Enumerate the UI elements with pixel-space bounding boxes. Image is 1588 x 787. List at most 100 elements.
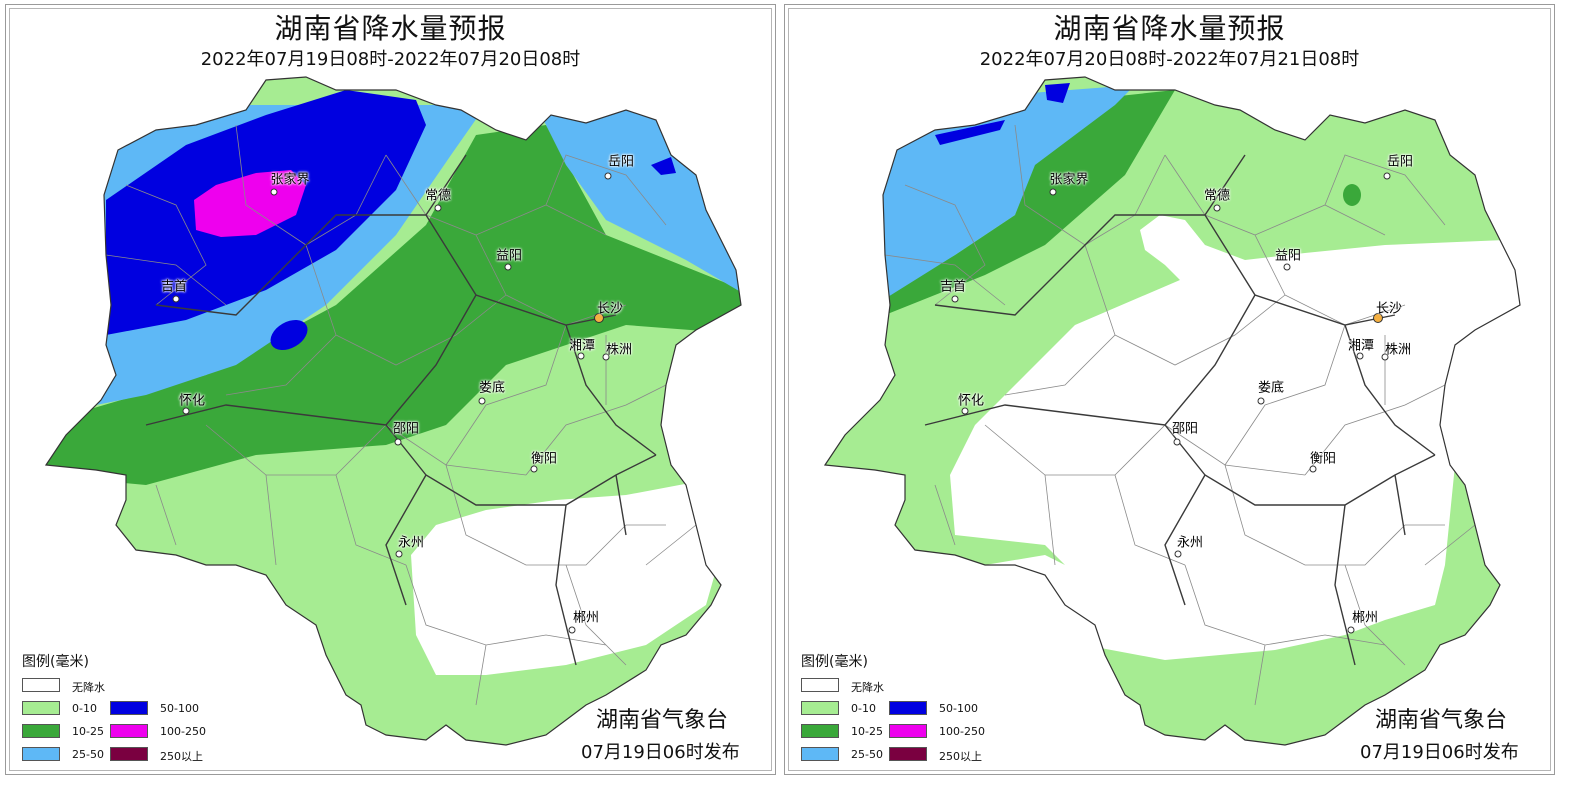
issue-time: 07月19日06时发布 xyxy=(1360,742,1519,763)
legend-label: 25-50 xyxy=(72,748,104,761)
legend-label: 无降水 xyxy=(851,681,884,694)
city-marker xyxy=(1383,172,1391,180)
city-label-zhangjiajie: 张家界 xyxy=(1049,172,1089,188)
city-label-jishou: 吉首 xyxy=(939,279,967,295)
city-marker xyxy=(395,550,403,558)
city-marker xyxy=(1049,188,1057,196)
city-label-jishou: 吉首 xyxy=(160,279,188,295)
city-label-changsha: 长沙 xyxy=(1375,301,1403,317)
city-marker xyxy=(1213,204,1221,212)
issue-time: 07月19日06时发布 xyxy=(581,742,740,763)
city-marker xyxy=(951,295,959,303)
city-label-yueyang: 岳阳 xyxy=(607,154,635,170)
legend-label: 0-10 xyxy=(851,702,876,715)
city-marker xyxy=(478,397,486,405)
prefecture-boundaries xyxy=(924,154,1436,666)
legend-label: 25-50 xyxy=(851,748,883,761)
capital-marker xyxy=(594,313,604,323)
legend-label: 50-100 xyxy=(939,702,978,715)
city-marker xyxy=(568,626,576,634)
prefecture-boundaries xyxy=(145,154,657,666)
city-label-chenzhou: 郴州 xyxy=(572,610,600,626)
city-marker xyxy=(182,407,190,415)
map-title: 湖南省降水量预报 xyxy=(274,12,507,45)
city-label-chenzhou: 郴州 xyxy=(1351,610,1379,626)
city-label-xiangtan: 湘潭 xyxy=(568,338,596,354)
city-marker xyxy=(577,352,585,360)
city-marker xyxy=(1173,438,1181,446)
legend-label: 100-250 xyxy=(160,725,206,738)
legend-swatch xyxy=(801,701,839,715)
precipitation-map[interactable] xyxy=(785,5,1556,776)
precipitation-map[interactable] xyxy=(6,5,777,776)
city-label-yongzhou: 永州 xyxy=(397,535,425,551)
map-title: 湖南省降水量预报 xyxy=(1053,12,1286,45)
province-border xyxy=(823,76,1521,746)
forecast-panel-day1: 湖南省降水量预报 2022年07月19日08时-2022年07月20日08时 张… xyxy=(5,4,776,775)
city-label-shaoyang: 邵阳 xyxy=(1171,421,1199,437)
zone-10-25-spot xyxy=(1343,184,1361,206)
legend-swatch xyxy=(22,747,60,761)
legend-label: 50-100 xyxy=(160,702,199,715)
city-label-yiyang: 益阳 xyxy=(495,248,523,264)
city-label-loudi: 娄底 xyxy=(1257,380,1285,396)
legend-swatch xyxy=(110,724,148,738)
legend-swatch xyxy=(110,701,148,715)
legend: 图例(毫米) 无降水 0-10 10-25 25-50 50-100 100-2… xyxy=(22,651,242,763)
city-marker xyxy=(961,407,969,415)
issuer: 湖南省气象台 xyxy=(1375,708,1508,733)
city-label-hengyang: 衡阳 xyxy=(530,451,558,467)
zone-50-100-south xyxy=(270,319,308,351)
city-marker xyxy=(1356,352,1364,360)
city-marker xyxy=(602,353,610,361)
legend-label: 250以上 xyxy=(939,750,982,763)
city-label-changde: 常德 xyxy=(1203,188,1231,204)
forecast-period: 2022年07月20日08时-2022年07月21日08时 xyxy=(979,49,1360,70)
city-label-zhangjiajie: 张家界 xyxy=(270,172,310,188)
city-marker xyxy=(1174,550,1182,558)
legend-swatch xyxy=(801,724,839,738)
legend-swatch xyxy=(22,678,60,692)
issuer: 湖南省气象台 xyxy=(596,708,729,733)
city-marker xyxy=(504,263,512,271)
city-label-yongzhou: 永州 xyxy=(1176,535,1204,551)
zone-50-100-ne xyxy=(651,157,676,175)
city-marker xyxy=(604,172,612,180)
legend-label: 100-250 xyxy=(939,725,985,738)
city-label-changde: 常德 xyxy=(424,188,452,204)
city-label-yiyang: 益阳 xyxy=(1274,248,1302,264)
city-label-zhuzhou: 株洲 xyxy=(1384,342,1412,358)
city-label-huaihua: 怀化 xyxy=(178,393,206,409)
legend-label: 250以上 xyxy=(160,750,203,763)
province-border xyxy=(44,76,742,746)
legend-swatch xyxy=(801,678,839,692)
city-label-hengyang: 衡阳 xyxy=(1309,451,1337,467)
legend-swatch xyxy=(110,747,148,761)
city-marker xyxy=(270,188,278,196)
city-marker xyxy=(394,438,402,446)
zone-10-25 xyxy=(46,125,741,485)
city-label-loudi: 娄底 xyxy=(478,380,506,396)
legend-swatch xyxy=(801,747,839,761)
city-label-shaoyang: 邵阳 xyxy=(392,421,420,437)
city-label-changsha: 长沙 xyxy=(596,301,624,317)
zone-50-100-nw xyxy=(935,120,1005,145)
legend-swatch xyxy=(22,701,60,715)
city-marker xyxy=(1309,465,1317,473)
legend-swatch xyxy=(889,701,927,715)
legend-title: 图例(毫米) xyxy=(801,654,868,670)
forecast-panel-day2: 湖南省降水量预报 2022年07月20日08时-2022年07月21日08时 张… xyxy=(784,4,1555,775)
zone-100-250 xyxy=(194,170,306,237)
legend-title: 图例(毫米) xyxy=(22,654,89,670)
legend-label: 10-25 xyxy=(72,725,104,738)
legend-swatch xyxy=(22,724,60,738)
capital-marker xyxy=(1373,313,1383,323)
city-marker xyxy=(530,465,538,473)
city-marker xyxy=(1283,263,1291,271)
forecast-period: 2022年07月19日08时-2022年07月20日08时 xyxy=(200,49,581,70)
city-marker xyxy=(434,204,442,212)
city-label-yueyang: 岳阳 xyxy=(1386,154,1414,170)
legend-label: 10-25 xyxy=(851,725,883,738)
legend-swatch xyxy=(889,724,927,738)
city-label-zhuzhou: 株洲 xyxy=(605,342,633,358)
